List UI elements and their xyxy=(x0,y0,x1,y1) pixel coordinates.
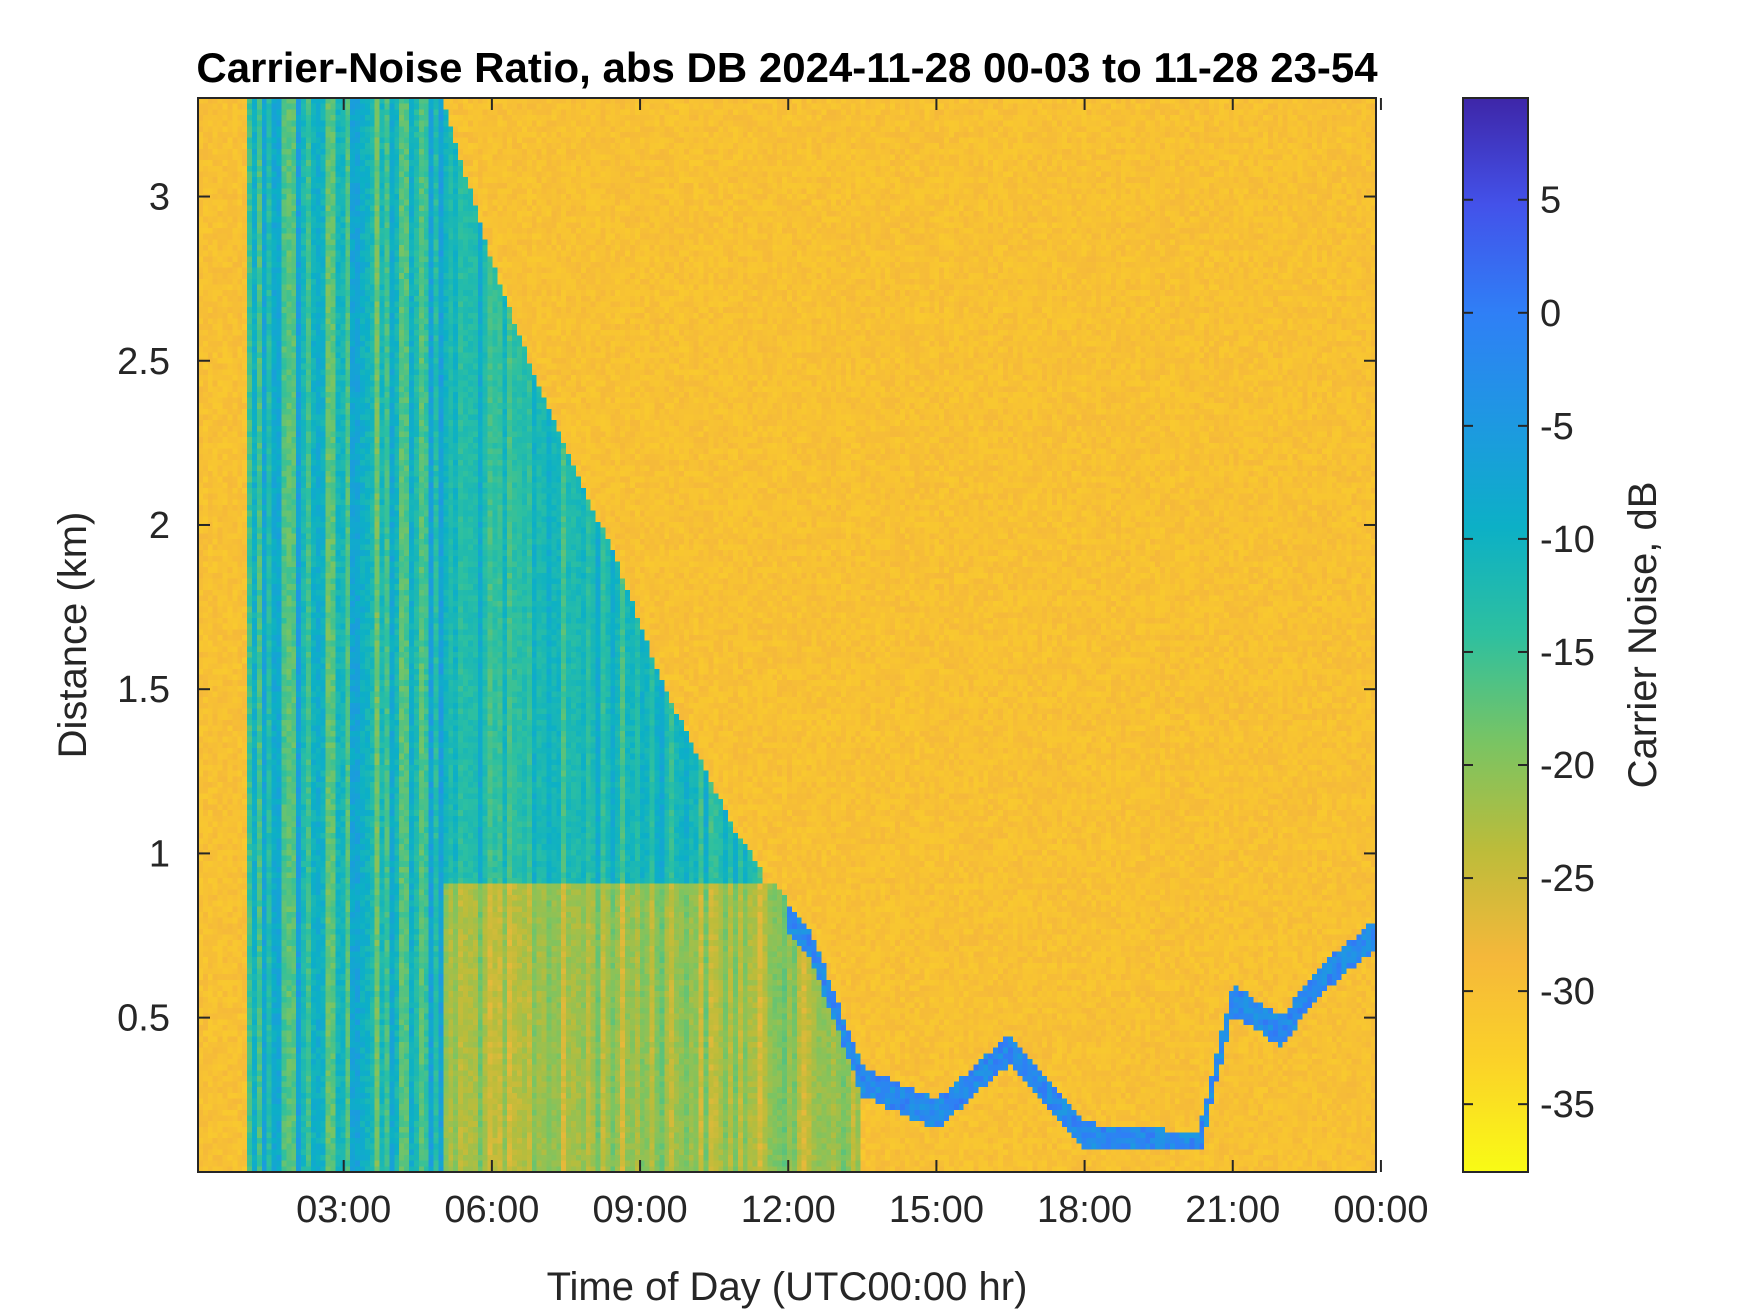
y-tick-label: 2 xyxy=(149,505,170,547)
colorbar-tick-label: 5 xyxy=(1540,180,1561,222)
colorbar-tick-label: -35 xyxy=(1540,1084,1595,1126)
x-tick-label: 21:00 xyxy=(1185,1189,1280,1231)
colorbar-gradient xyxy=(1462,97,1529,1173)
y-tick-label: 1.5 xyxy=(117,669,170,711)
x-tick-label: 15:00 xyxy=(889,1189,984,1231)
plot-area xyxy=(198,98,1376,1172)
colorbar-tick-label: -5 xyxy=(1540,406,1574,448)
colorbar-tick-label: -10 xyxy=(1540,519,1595,561)
x-tick-label: 12:00 xyxy=(741,1189,836,1231)
y-axis-label: Distance (km) xyxy=(51,512,95,759)
colorbar-label: Carrier Noise, dB xyxy=(1621,482,1665,789)
chart-title: Carrier-Noise Ratio, abs DB 2024-11-28 0… xyxy=(196,44,1378,91)
x-axis-label: Time of Day (UTC00:00 hr) xyxy=(547,1265,1028,1309)
heatmap-image xyxy=(198,98,1376,1172)
x-axis: 03:00 06:00 09:00 12:00 15:00 18:00 21:00 00:00 xyxy=(296,98,1428,1231)
y-axis: 0.5 1 1.5 2 2.5 3 xyxy=(117,177,1376,1040)
colorbar-tick-label: 0 xyxy=(1540,293,1561,335)
x-tick-label: 00:00 xyxy=(1333,1189,1428,1231)
x-tick-label: 09:00 xyxy=(593,1189,688,1231)
colorbar-tick-label: -15 xyxy=(1540,632,1595,674)
colorbar-tick-label: -20 xyxy=(1540,745,1595,787)
y-tick-label: 1 xyxy=(149,833,170,875)
y-tick-label: 2.5 xyxy=(117,341,170,383)
colorbar: 5 0 -5 -10 -15 -20 -25 -30 -35 xyxy=(1462,97,1595,1173)
colorbar-tick-label: -25 xyxy=(1540,858,1595,900)
colorbar-tick-label: -30 xyxy=(1540,971,1595,1013)
plot-frame xyxy=(197,97,1377,1173)
x-tick-label: 03:00 xyxy=(296,1189,391,1231)
x-tick-label: 18:00 xyxy=(1037,1189,1132,1231)
y-tick-label: 0.5 xyxy=(117,998,170,1040)
y-tick-label: 3 xyxy=(149,177,170,219)
x-tick-label: 06:00 xyxy=(444,1189,539,1231)
